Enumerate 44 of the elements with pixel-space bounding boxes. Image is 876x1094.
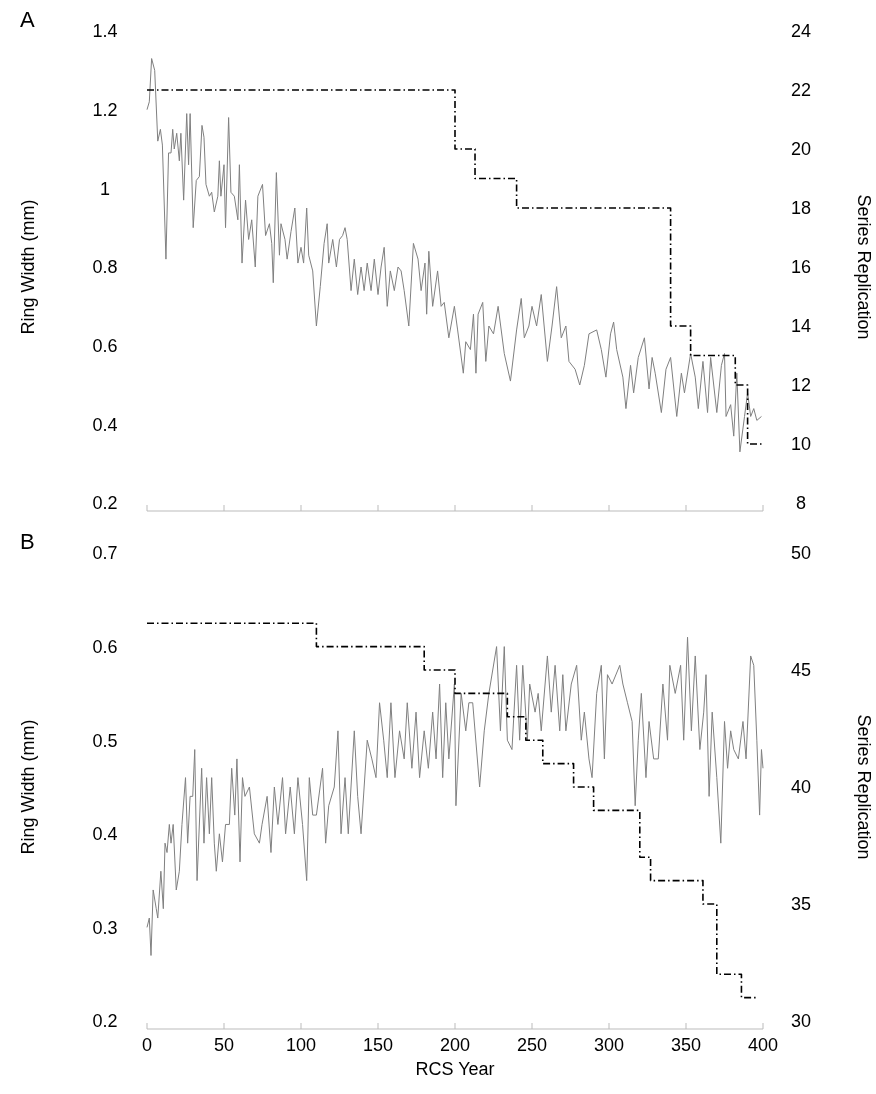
chart-title: A xyxy=(20,7,35,32)
chart-title: B xyxy=(20,529,35,554)
y2-tick-label: 30 xyxy=(790,1011,812,1032)
x-tick-label: 300 xyxy=(593,1035,625,1055)
y-tick-label: 1 xyxy=(99,178,111,199)
y2-tick-label: 12 xyxy=(790,375,812,396)
y2-tick-label: 10 xyxy=(790,434,812,455)
y-tick-label: 1.2 xyxy=(92,99,118,120)
y2-axis-title: Series Replication xyxy=(854,714,874,860)
y2-tick-label: 24 xyxy=(790,21,812,42)
x-tick-label: 100 xyxy=(285,1035,317,1055)
x-tick-label: 350 xyxy=(670,1035,702,1055)
y-tick-label: 0.4 xyxy=(92,824,118,845)
y-tick-label: 0.3 xyxy=(92,917,118,938)
y-tick-label: 0.2 xyxy=(92,493,118,514)
y2-tick-label: 14 xyxy=(790,316,812,337)
y-tick-label: 0.6 xyxy=(92,636,118,657)
line-series xyxy=(146,636,764,956)
y-tick-label: 1.4 xyxy=(92,21,118,42)
y2-tick-label: 50 xyxy=(790,543,812,564)
y-tick-label: 0.8 xyxy=(92,257,118,278)
y2-axis-title: Series Replication xyxy=(854,194,874,340)
y-axis-title: Ring Width (mm) xyxy=(18,199,38,335)
y2-tick-label: 35 xyxy=(790,894,812,915)
y-tick-label: 0.5 xyxy=(92,730,118,751)
x-tick-label: 0 xyxy=(141,1035,153,1055)
x-axis-title: RCS Year xyxy=(415,1059,495,1079)
y-tick-label: 0.4 xyxy=(92,414,118,435)
y2-tick-label: 22 xyxy=(790,80,812,101)
x-tick-label: 150 xyxy=(362,1035,394,1055)
y2-tick-label: 40 xyxy=(790,777,812,798)
y2-tick-label: 16 xyxy=(790,257,812,278)
x-tick-label: 200 xyxy=(439,1035,471,1055)
y-tick-label: 0.2 xyxy=(92,1011,118,1032)
y-tick-label: 0.6 xyxy=(92,335,118,356)
y2-tick-label: 45 xyxy=(790,660,812,681)
x-tick-label: 50 xyxy=(213,1035,235,1055)
y2-tick-label: 20 xyxy=(790,139,812,160)
y2-tick-label: 8 xyxy=(795,493,807,514)
x-tick-label: 250 xyxy=(516,1035,548,1055)
y-axis-title: Ring Width (mm) xyxy=(18,719,38,855)
x-tick-label: 400 xyxy=(747,1035,779,1055)
y2-tick-label: 18 xyxy=(790,198,812,219)
y-tick-label: 0.7 xyxy=(92,543,118,564)
